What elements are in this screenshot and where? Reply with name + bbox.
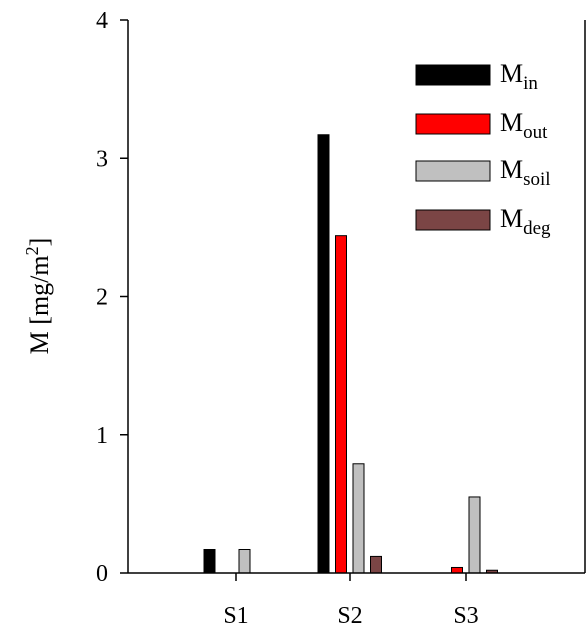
y-tick-label: 4 [96,8,108,34]
y-tick-label: 0 [96,561,108,587]
axes: 0 1 2 3 4 S1 S2 S3 M [mg/m2] [22,8,586,629]
legend-label-deg: Mdeg [500,204,551,239]
legend-label-soil: Msoil [500,155,551,190]
legend: Min Mout Msoil Mdeg [415,59,551,239]
legend-swatch-soil [415,160,491,182]
y-tick-label: 3 [96,146,108,172]
x-tick-label: S1 [223,603,248,629]
legend-swatch-deg [415,209,491,231]
legend-swatch-out [415,113,491,135]
bar-deg-s2 [370,555,382,574]
plot-area [203,134,498,574]
bar-out-s2 [335,235,347,574]
bar-soil-s1 [238,548,251,574]
y-tick-label: 1 [96,423,108,449]
legend-swatch-in [415,64,491,86]
bar-in-s1 [203,548,216,574]
bar-soil-s2 [352,463,365,574]
bar-in-s2 [317,134,330,574]
y-tick-label: 2 [96,285,108,311]
bar-soil-s3 [468,496,481,574]
bar-out-s3 [451,566,463,574]
y-axis-title: M [mg/m2] [22,238,54,355]
x-tick-label: S2 [337,603,362,629]
legend-label-in: Min [500,59,538,94]
legend-label-out: Mout [500,108,548,143]
x-tick-label: S3 [453,603,478,629]
